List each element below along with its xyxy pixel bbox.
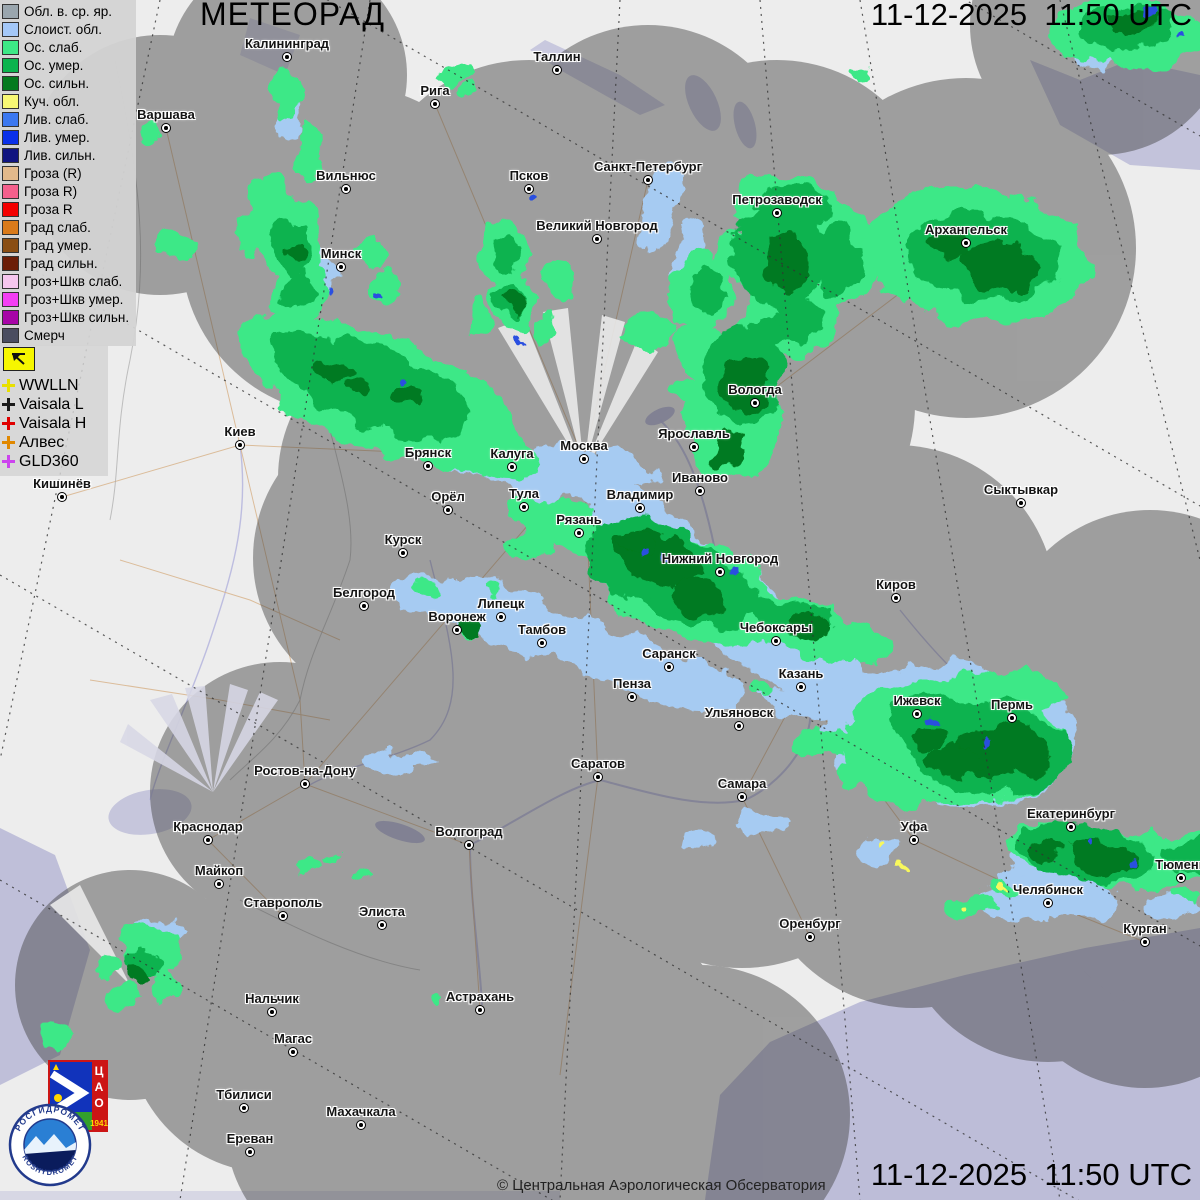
legend-label: Гроз+Шкв умер. xyxy=(24,291,124,307)
legend-label: Град сильн. xyxy=(24,255,98,271)
legend-swatch xyxy=(2,93,19,109)
lightning-source-item: WWLLN xyxy=(2,376,108,395)
svg-text:А: А xyxy=(95,1080,104,1094)
legend-item: Гроза (R) xyxy=(2,164,136,182)
lightning-source-item: Vaisala H xyxy=(2,414,108,433)
legend-item: Гроза R) xyxy=(2,182,136,200)
legend-item: Ос. умер. xyxy=(2,56,136,74)
legend-label: Град умер. xyxy=(24,237,92,253)
precipitation-legend: Обл. в. ср. яр. Слоист. обл. Ос. слаб. Ос. … xyxy=(0,0,136,346)
legend-label: Лив. умер. xyxy=(24,129,90,145)
legend-item: Лив. умер. xyxy=(2,128,136,146)
legend-swatch xyxy=(2,309,19,325)
legend-swatch xyxy=(2,3,19,19)
timestamp-top: 11-12-2025 11:50 UTC xyxy=(870,0,1192,32)
legend-label: Ос. слаб. xyxy=(24,39,83,55)
legend-swatch xyxy=(2,273,19,289)
legend-label: Слоист. обл. xyxy=(24,21,103,37)
legend-item: Лив. сильн. xyxy=(2,146,136,164)
lightning-cross-icon xyxy=(2,455,15,468)
legend-item: Слоист. обл. xyxy=(2,20,136,38)
svg-text:1941: 1941 xyxy=(90,1119,108,1128)
legend-item: Гроза R xyxy=(2,200,136,218)
legend-swatch xyxy=(2,201,19,217)
legend-label: Гроз+Шкв слаб. xyxy=(24,273,123,289)
lightning-rows: WWLLN Vaisala L Vaisala H Алвес GLD360 xyxy=(2,376,108,471)
legend-label: Лив. сильн. xyxy=(24,147,96,163)
legend-swatch xyxy=(2,327,19,343)
legend-label: Смерч xyxy=(24,327,65,343)
lightning-cross-icon xyxy=(2,436,15,449)
legend-swatch xyxy=(2,291,19,307)
legend-label: Град слаб. xyxy=(24,219,91,235)
legend-label: Ос. умер. xyxy=(24,57,84,73)
lightning-source-item: GLD360 xyxy=(2,452,108,471)
precipitation xyxy=(43,0,1200,1053)
legend-swatch xyxy=(2,219,19,235)
lightning-direction-icon xyxy=(3,347,35,371)
legend-label: Ос. сильн. xyxy=(24,75,90,91)
lightning-source-item: Алвес xyxy=(2,433,108,452)
lightning-legend: WWLLN Vaisala L Vaisala H Алвес GLD360 xyxy=(0,345,108,476)
legend-swatch xyxy=(2,111,19,127)
legend-item: Ос. сильн. xyxy=(2,74,136,92)
legend-item: Гроз+Шкв умер. xyxy=(2,290,136,308)
legend-swatch xyxy=(2,165,19,181)
legend-item: Ос. слаб. xyxy=(2,38,136,56)
legend-swatch xyxy=(2,183,19,199)
legend-swatch xyxy=(2,129,19,145)
legend-item: Гроз+Шкв сильн. xyxy=(2,308,136,326)
svg-text:Ц: Ц xyxy=(95,1064,104,1078)
copyright-text: © Центральная Аэрологическая Обсерватори… xyxy=(497,1177,826,1194)
page-title: МЕТЕОРАД xyxy=(200,0,386,32)
legend-item: Смерч xyxy=(2,326,136,344)
legend-item: Лив. слаб. xyxy=(2,110,136,128)
lightning-source-label: Алвес xyxy=(19,433,65,451)
lightning-source-label: WWLLN xyxy=(19,376,79,394)
blocked-sectors xyxy=(50,308,658,985)
lightning-source-label: GLD360 xyxy=(19,452,79,470)
legend-swatch xyxy=(2,57,19,73)
legend-label: Гроза (R) xyxy=(24,165,82,181)
legend-swatch xyxy=(2,21,19,37)
legend-label: Гроза R xyxy=(24,201,73,217)
lightning-source-label: Vaisala H xyxy=(19,414,87,432)
timestamp-bottom: 11-12-2025 11:50 UTC xyxy=(870,1157,1192,1192)
legend-item: Град умер. xyxy=(2,236,136,254)
lightning-cross-icon xyxy=(2,398,15,411)
legend-label: Куч. обл. xyxy=(24,93,80,109)
legend-item: Куч. обл. xyxy=(2,92,136,110)
lightning-source-item: Vaisala L xyxy=(2,395,108,414)
svg-text:О: О xyxy=(94,1096,103,1110)
water-bodies xyxy=(0,18,1200,1200)
legend-item: Град слаб. xyxy=(2,218,136,236)
legend-item: Гроз+Шкв слаб. xyxy=(2,272,136,290)
lightning-source-label: Vaisala L xyxy=(19,395,84,413)
legend-rows: Обл. в. ср. яр. Слоист. обл. Ос. слаб. Ос. … xyxy=(2,2,136,344)
legend-swatch xyxy=(2,255,19,271)
roshydromet-seal: РОСГИДРОМЕТ ROSHYDROMET xyxy=(8,1103,92,1187)
legend-item: Град сильн. xyxy=(2,254,136,272)
legend-swatch xyxy=(2,147,19,163)
legend-label: Лив. слаб. xyxy=(24,111,89,127)
legend-swatch xyxy=(2,237,19,253)
legend-swatch xyxy=(2,39,19,55)
legend-item: Обл. в. ср. яр. xyxy=(2,2,136,20)
lightning-cross-icon xyxy=(2,417,15,430)
legend-label: Обл. в. ср. яр. xyxy=(24,3,113,19)
legend-label: Гроз+Шкв сильн. xyxy=(24,309,130,325)
roshydromet-cao-logo: Ц А О 1941 РОСГИДРОМЕТ xyxy=(8,1050,128,1200)
lightning-cross-icon xyxy=(2,379,15,392)
legend-swatch xyxy=(2,75,19,91)
legend-label: Гроза R) xyxy=(24,183,78,199)
